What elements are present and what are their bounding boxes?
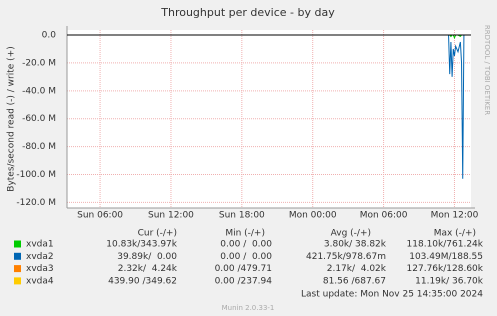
legend-label: xvda3 [26, 264, 54, 274]
legend-swatch [14, 252, 21, 260]
y-tick-label: -60.0 M [22, 114, 56, 124]
series-line [67, 34, 471, 179]
x-tick-label: Sun 06:00 [77, 211, 123, 221]
legend-stat: 2.32k/ 4.24k [118, 264, 178, 274]
legend-stat: 0.00 /237.94 [215, 276, 273, 286]
legend-stat: 0.00 / 0.00 [220, 240, 272, 250]
y-tick-label: -100.0 M [16, 170, 56, 180]
legend-stat: 0.00 /479.71 [215, 264, 272, 274]
y-tick-label: -80.0 M [22, 142, 56, 152]
legend-stat: 0.00 / 0.00 [220, 252, 272, 262]
legend-label: xvda1 [26, 240, 54, 250]
legend-header: Min (-/+) [225, 229, 265, 239]
y-tick-label: 0.0 [42, 31, 57, 41]
legend-stat: 11.19k/ 36.70k [415, 276, 484, 286]
legend-label: xvda4 [26, 276, 54, 286]
x-tick-label: Sun 12:00 [148, 211, 194, 221]
y-tick-label: -20.0 M [22, 58, 56, 68]
legend-stat: 2.17k/ 4.02k [327, 264, 387, 274]
legend-header: Cur (-/+) [138, 229, 177, 239]
legend-stat: 81.56 /687.67 [323, 276, 386, 286]
legend-swatch [14, 240, 21, 248]
legend-stat: 421.75k/978.67m [306, 252, 386, 262]
legend-stat: 118.10k/761.24k [407, 240, 484, 250]
x-tick-label: Mon 12:00 [431, 211, 479, 221]
legend-stat: 127.76k/128.60k [407, 264, 484, 274]
y-tick-label: -120.0 M [16, 198, 56, 208]
legend-header: Avg (-/+) [331, 229, 371, 239]
legend-swatch [14, 265, 21, 273]
footer: Munin 2.0.33-1 [222, 304, 275, 312]
x-tick-label: Mon 00:00 [289, 211, 337, 221]
legend-stat: 10.83k/343.97k [106, 240, 178, 250]
y-axis-label: Bytes/second read (-) / write (+) [7, 46, 17, 191]
legend-stat: 3.80k/ 38.82k [324, 240, 387, 250]
legend-swatch [14, 277, 21, 285]
legend-header: Max (-/+) [434, 229, 476, 239]
x-tick-label: Sun 18:00 [219, 211, 265, 221]
legend-stat: 103.49M/188.55 [409, 252, 483, 262]
x-tick-label: Mon 06:00 [360, 211, 408, 221]
y-tick-label: -40.0 M [22, 86, 56, 96]
legend-label: xvda2 [26, 252, 54, 262]
chart-title: Throughput per device - by day [160, 6, 335, 19]
last-update: Last update: Mon Nov 25 14:35:00 2024 [301, 290, 483, 300]
legend-stat: 439.90 /349.62 [108, 276, 177, 286]
legend-stat: 39.89k/ 0.00 [117, 252, 177, 262]
watermark: RRDTOOL / TOBI OETIKER [483, 25, 491, 115]
